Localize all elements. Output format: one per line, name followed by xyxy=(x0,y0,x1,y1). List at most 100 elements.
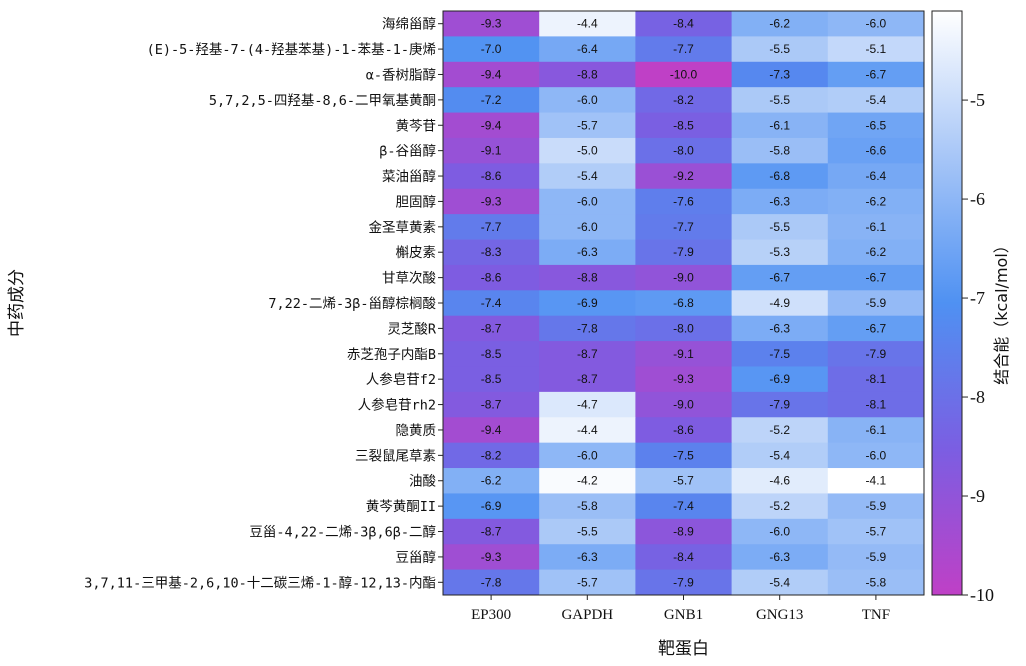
row-label: (E)-5-羟基-7-(4-羟基苯基)-1-苯基-1-庚烯 xyxy=(147,41,436,58)
cell-value-label: -4.1 xyxy=(866,474,887,488)
cell-value-label: -9.3 xyxy=(481,550,502,564)
cell-value-label: -8.7 xyxy=(577,372,598,386)
heatmap-cell xyxy=(731,315,829,342)
heatmap-cell xyxy=(635,468,732,494)
cell-value-label: -9.3 xyxy=(481,194,502,208)
heatmap-cell xyxy=(443,290,540,317)
heatmap-cell xyxy=(635,391,732,418)
heatmap-cell xyxy=(635,36,732,63)
cell-value-label: -6.6 xyxy=(866,144,887,158)
heatmap-cell xyxy=(443,61,540,88)
cell-value-label: -6.1 xyxy=(866,220,887,234)
row-label: 豆甾-4,22-二烯-3β,6β-二醇 xyxy=(249,524,436,541)
cell-value-label: -9.3 xyxy=(673,372,694,386)
heatmap-cell xyxy=(827,137,925,164)
heatmap-cell xyxy=(539,341,636,367)
cell-value-label: -8.4 xyxy=(673,17,694,31)
cell-value-label: -6.9 xyxy=(577,296,598,310)
heatmap-cell xyxy=(827,493,925,520)
cell-value-label: -9.0 xyxy=(673,398,694,412)
heatmap-cell xyxy=(539,87,636,113)
row-label: 槲皮素 xyxy=(396,245,437,261)
cell-value-label: -5.4 xyxy=(769,448,790,462)
heatmap-cell xyxy=(827,544,925,571)
row-label: α-香树脂醇 xyxy=(366,66,436,83)
cell-value-label: -7.0 xyxy=(481,42,502,56)
heatmap-cell xyxy=(731,112,829,139)
heatmap-cell xyxy=(731,493,829,520)
heatmap-cell xyxy=(731,442,829,469)
cell-value-label: -6.1 xyxy=(866,423,887,437)
colorbar-tick-label: -7 xyxy=(970,288,985,308)
row-label: 人参皂苷rh2 xyxy=(358,397,436,414)
heatmap-cell xyxy=(731,544,829,571)
cell-value-label: -4.9 xyxy=(769,296,790,310)
cell-value-label: -5.7 xyxy=(577,575,598,589)
cell-value-label: -6.3 xyxy=(769,550,790,564)
heatmap-cell xyxy=(539,417,636,444)
heatmap-cell xyxy=(827,36,925,63)
cell-value-label: -5.8 xyxy=(577,499,598,513)
cell-value-label: -8.8 xyxy=(577,271,598,285)
cell-value-label: -5.0 xyxy=(577,144,598,158)
colorbar-tick-label: -10 xyxy=(970,585,994,605)
cell-value-label: -8.5 xyxy=(481,372,502,386)
heatmap-cell xyxy=(443,341,540,367)
heatmap-cell xyxy=(539,290,636,317)
column-labels: EP300 GAPDH GNB1 GNG13 TNF xyxy=(471,595,890,623)
cell-value-label: -6.7 xyxy=(866,67,887,81)
cell-value-label: -4.7 xyxy=(577,398,598,412)
heatmap-cell xyxy=(539,544,636,571)
heatmap-cell xyxy=(635,290,732,317)
cell-value-label: -5.4 xyxy=(866,93,887,107)
heatmap-cell xyxy=(539,493,636,520)
cell-value-label: -5.5 xyxy=(769,93,790,107)
heatmap-cell xyxy=(635,264,732,291)
row-label: 金圣草黄素 xyxy=(369,220,437,236)
heatmap-cell xyxy=(731,61,829,88)
cell-value-label: -6.8 xyxy=(769,169,790,183)
heatmap-cell xyxy=(827,239,925,266)
row-label: 胆固醇 xyxy=(396,193,437,210)
cell-value-label: -7.4 xyxy=(481,296,502,310)
heatmap-cell xyxy=(731,188,829,215)
heatmap-cell xyxy=(539,61,636,88)
heatmap-cell xyxy=(827,341,925,367)
heatmap-cell xyxy=(635,137,732,164)
heatmap-cell xyxy=(827,417,925,444)
heatmap-cell xyxy=(827,391,925,418)
heatmap-cell xyxy=(731,391,829,418)
cell-value-label: -8.0 xyxy=(673,321,694,335)
cell-value-label: -8.4 xyxy=(673,550,694,564)
cell-value-label: -9.1 xyxy=(481,144,502,158)
cell-value-label: -9.4 xyxy=(481,423,502,437)
heatmap-cell xyxy=(539,391,636,418)
heatmap-cell xyxy=(539,214,636,240)
heatmap-cell xyxy=(635,188,732,215)
cell-value-label: -6.1 xyxy=(769,118,790,132)
cell-value-label: -8.6 xyxy=(481,169,502,183)
heatmap-cell xyxy=(827,264,925,291)
row-label: 黄芩黄酮II xyxy=(366,499,436,515)
heatmap-cell xyxy=(731,290,829,317)
heatmap-cell xyxy=(827,61,925,88)
heatmap-cell xyxy=(827,112,925,139)
column-label: GAPDH xyxy=(561,607,613,623)
cell-value-label: -6.7 xyxy=(866,271,887,285)
row-label: β-谷甾醇 xyxy=(379,143,436,160)
cell-value-label: -6.0 xyxy=(769,525,790,539)
heatmap-cell xyxy=(443,518,540,545)
row-label: 5,7,2,5-四羟基-8,6-二甲氧基黄酮 xyxy=(209,92,436,109)
heatmap-cell xyxy=(731,468,829,494)
column-label: TNF xyxy=(862,607,890,623)
heatmap-cell xyxy=(539,163,636,190)
cell-value-label: -5.7 xyxy=(866,525,887,539)
heatmap-cell xyxy=(731,239,829,266)
cell-value-label: -10.0 xyxy=(670,67,698,81)
cell-value-label: -8.7 xyxy=(481,398,502,412)
cell-value-label: -4.4 xyxy=(577,17,598,31)
heatmap-cell xyxy=(731,214,829,240)
heatmap-cell xyxy=(635,341,732,367)
cell-value-label: -8.8 xyxy=(577,67,598,81)
cell-value-label: -6.0 xyxy=(866,17,887,31)
